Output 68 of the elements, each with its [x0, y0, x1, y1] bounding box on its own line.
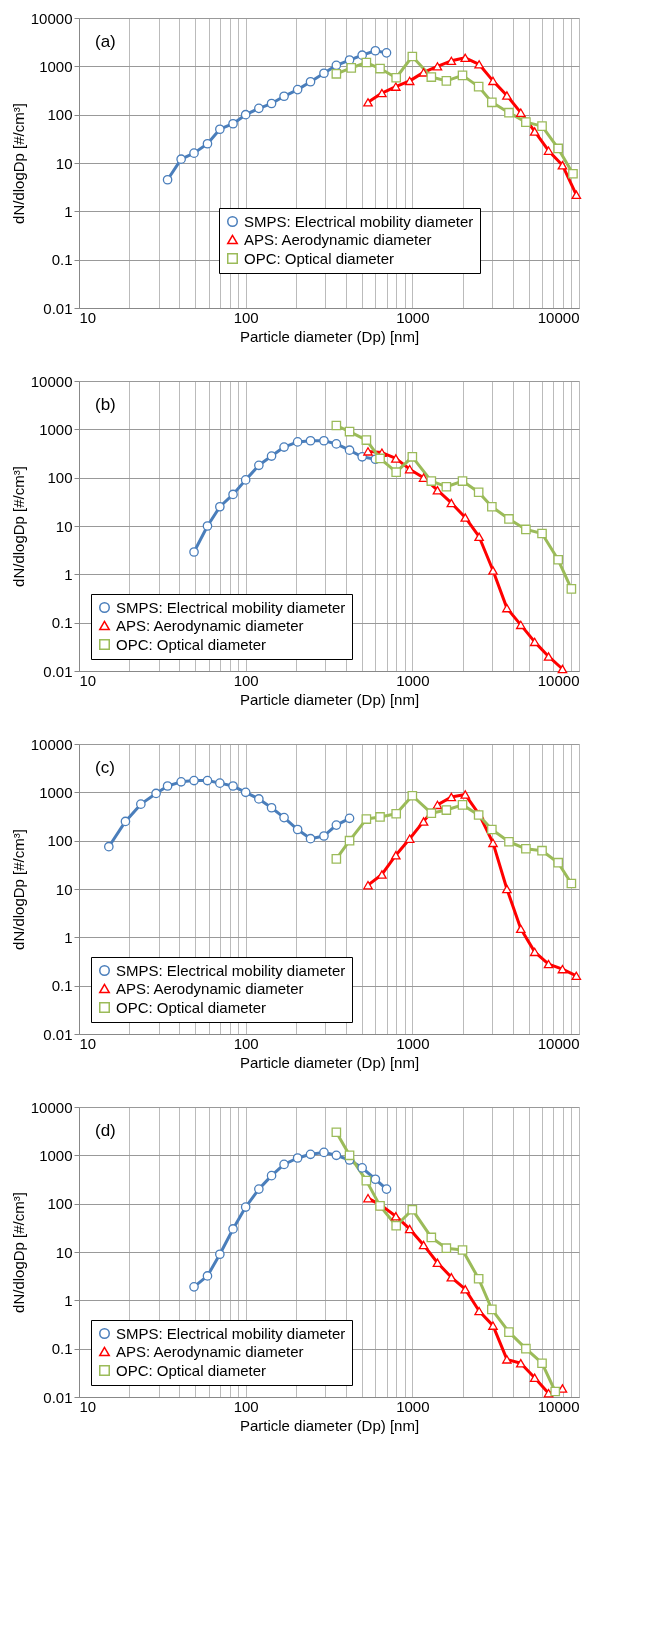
y-tick-label: 100	[47, 832, 73, 850]
legend-label: APS: Aerodynamic diameter	[116, 979, 304, 997]
x-tick-label: 10000	[537, 671, 580, 689]
legend-label: APS: Aerodynamic diameter	[244, 230, 432, 248]
x-axis-title: Particle diameter (Dp) [nm]	[239, 327, 420, 345]
y-tick-label: 1000	[39, 1146, 73, 1164]
y-tick-label: 1	[64, 928, 73, 946]
y-tick-label: 1000	[39, 420, 73, 438]
legend-label: OPC: Optical diameter	[116, 1361, 267, 1379]
y-axis-title: dN/dlogDp [#/cm³]	[9, 1192, 27, 1313]
y-tick-label: 100	[47, 106, 73, 124]
x-axis-title: Particle diameter (Dp) [nm]	[239, 1053, 420, 1071]
x-tick-label: 10000	[537, 1397, 580, 1415]
legend-label: APS: Aerodynamic diameter	[116, 1342, 304, 1360]
legend-label: OPC: Optical diameter	[244, 249, 395, 267]
x-tick-label: 1000	[396, 1397, 430, 1415]
text: (a)	[95, 32, 116, 51]
legend-label: APS: Aerodynamic diameter	[116, 616, 304, 634]
y-axis-title: dN/dlogDp [#/cm³]	[9, 466, 27, 587]
y-tick-label: 100	[47, 469, 73, 487]
y-tick-label: 10	[55, 154, 73, 172]
x-tick-label: 1000	[396, 671, 430, 689]
x-tick-label: 1000	[396, 308, 430, 326]
x-tick-label: 10000	[537, 1034, 580, 1052]
y-tick-label: 0.01	[43, 1025, 73, 1043]
x-axis-title: Particle diameter (Dp) [nm]	[239, 690, 420, 708]
x-tick-label: 100	[233, 1397, 259, 1415]
legend-label: OPC: Optical diameter	[116, 998, 267, 1016]
y-axis-title: dN/dlogDp [#/cm³]	[9, 103, 27, 224]
y-tick-label: 0.1	[51, 1340, 73, 1358]
y-tick-label: 0.1	[51, 251, 73, 269]
x-tick-label: 10	[79, 308, 97, 326]
x-tick-label: 100	[233, 1034, 259, 1052]
legend-label: SMPS: Electrical mobility diameter	[244, 212, 474, 230]
x-tick-label: 10	[79, 1397, 97, 1415]
x-axis-title: Particle diameter (Dp) [nm]	[239, 1416, 420, 1434]
text: (d)	[95, 1121, 116, 1140]
y-tick-label: 10000	[30, 372, 73, 390]
y-tick-label: 1	[64, 565, 73, 583]
legend-label: SMPS: Electrical mobility diameter	[116, 961, 346, 979]
y-tick-label: 10	[55, 517, 73, 535]
x-tick-label: 10	[79, 1034, 97, 1052]
legend-label: OPC: Optical diameter	[116, 635, 267, 653]
y-tick-label: 10	[55, 1243, 73, 1261]
y-tick-label: 10000	[30, 9, 73, 27]
y-tick-label: 100	[47, 1195, 73, 1213]
x-tick-label: 10	[79, 671, 97, 689]
x-tick-label: 1000	[396, 1034, 430, 1052]
y-tick-label: 0.1	[51, 614, 73, 632]
y-tick-label: 0.1	[51, 977, 73, 995]
y-tick-label: 1	[64, 202, 73, 220]
y-tick-label: 1	[64, 1291, 73, 1309]
y-axis-title: dN/dlogDp [#/cm³]	[9, 829, 27, 950]
x-tick-label: 10000	[537, 308, 580, 326]
x-tick-label: 100	[233, 671, 259, 689]
y-tick-label: 0.01	[43, 1388, 73, 1406]
y-tick-label: 1000	[39, 57, 73, 75]
y-tick-label: 10000	[30, 735, 73, 753]
text: (b)	[95, 395, 116, 414]
legend-label: SMPS: Electrical mobility diameter	[116, 1324, 346, 1342]
y-tick-label: 0.01	[43, 662, 73, 680]
y-tick-label: 10	[55, 880, 73, 898]
legend-label: SMPS: Electrical mobility diameter	[116, 598, 346, 616]
x-tick-label: 100	[233, 308, 259, 326]
text: (c)	[95, 758, 115, 777]
y-tick-label: 10000	[30, 1098, 73, 1116]
y-tick-label: 0.01	[43, 299, 73, 317]
y-tick-label: 1000	[39, 783, 73, 801]
